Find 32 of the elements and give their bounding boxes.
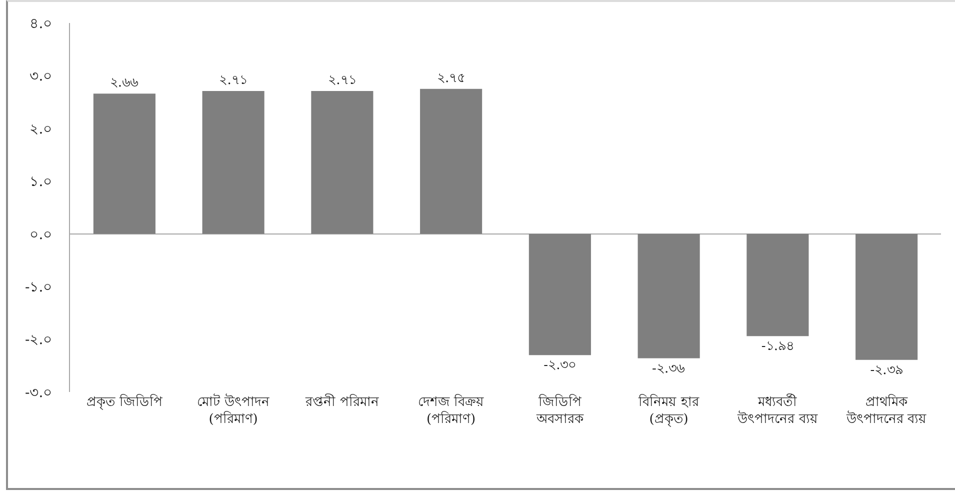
y-tick-label: -৩.০ <box>25 384 52 401</box>
y-tick-label: -২.০ <box>25 332 52 348</box>
x-tick-label: মোট উৎপাদন (পরিমাণ) <box>197 394 270 427</box>
bar <box>528 234 591 356</box>
x-tick-label: বিনিময় হার (প্রকৃত) <box>638 394 700 427</box>
y-tick-label: ৩.০ <box>30 68 52 85</box>
data-label: -২.৩৯ <box>870 362 903 378</box>
data-label: ২.৭৫ <box>436 70 466 86</box>
data-label: -২.৩০ <box>544 358 576 374</box>
y-tick-label: ২.০ <box>30 121 52 138</box>
data-label: ২.৬৬ <box>110 76 140 91</box>
x-tick-label: প্রাথমিক উৎপাদনের ব্যয় <box>845 394 927 427</box>
data-label: ২.৭১ <box>328 73 356 88</box>
x-tick-label: দেশজ বিক্রয় (পরিমাণ) <box>418 394 484 427</box>
y-tick-label: ৪.০ <box>30 16 52 32</box>
x-tick-label: মধ্যবর্তী উৎপাদনের ব্যয় <box>736 394 818 427</box>
x-tick-label: রপ্তনী পরিমান <box>304 394 379 410</box>
bar <box>420 88 482 234</box>
bar <box>746 234 809 336</box>
y-tick-label: ০.০ <box>30 226 52 243</box>
x-tick-label: জিডিপি অবসারক <box>535 394 584 427</box>
data-label: ২.৭১ <box>219 73 248 88</box>
data-label: -১.৯৪ <box>761 339 794 354</box>
x-tick-label: প্রকৃত জিডিপি <box>86 394 163 410</box>
bar <box>311 91 374 234</box>
y-tick-label: ১.০ <box>30 174 52 190</box>
bar <box>202 91 264 234</box>
bar <box>638 234 700 358</box>
bar <box>93 94 156 234</box>
data-label: -২.৩৬ <box>652 361 686 376</box>
bar <box>856 234 918 360</box>
y-tick-label: -১.০ <box>25 279 52 296</box>
